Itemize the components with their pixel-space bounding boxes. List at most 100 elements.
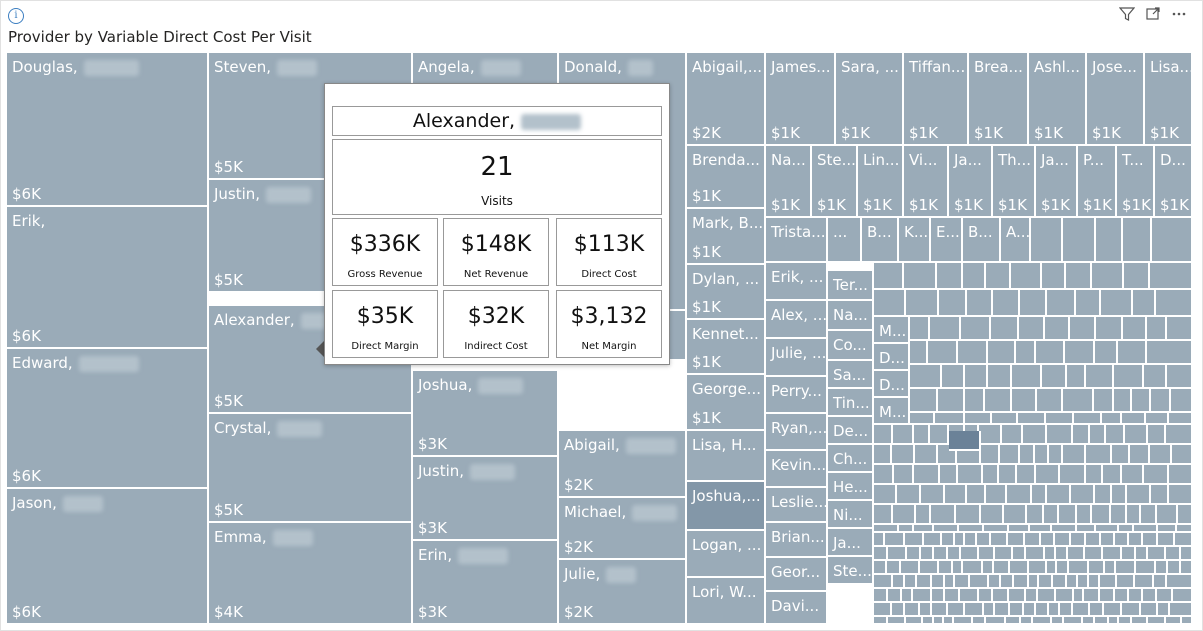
treemap-tile-small[interactable] (1166, 425, 1193, 445)
more-options-icon[interactable] (1170, 6, 1188, 24)
treemap-tile-small[interactable] (874, 533, 885, 547)
treemap-tile-small[interactable] (1092, 505, 1111, 525)
treemap-tile-small[interactable] (931, 505, 956, 525)
treemap-tile-small[interactable] (981, 505, 1004, 525)
treemap-tile-small[interactable] (874, 525, 899, 533)
treemap-tile-small[interactable] (1031, 218, 1063, 263)
treemap-tile-small[interactable] (1090, 425, 1106, 445)
treemap-tile-small[interactable] (983, 561, 994, 575)
treemap-tile-small[interactable] (1023, 425, 1047, 445)
treemap-tile-small[interactable] (1068, 547, 1085, 561)
treemap-tile-small[interactable] (1103, 547, 1122, 561)
info-icon[interactable]: i (8, 8, 24, 24)
treemap-tile-small[interactable] (967, 485, 986, 505)
treemap-tile[interactable]: Lin... $1K (858, 146, 904, 218)
treemap-tile-small[interactable] (1042, 263, 1066, 290)
treemap-tile-small[interactable] (874, 465, 894, 485)
treemap-tile[interactable]: Crystal, $5K (209, 414, 413, 523)
treemap-tile-small[interactable] (934, 547, 948, 561)
treemap-tile-small[interactable] (988, 365, 1012, 389)
treemap-tile-small[interactable] (992, 413, 1018, 425)
treemap-tile-small[interactable] (1177, 525, 1193, 533)
treemap-tile[interactable]: T... $1K (1117, 146, 1155, 218)
treemap-tile-small[interactable] (1171, 389, 1193, 413)
treemap-tile-small[interactable] (1122, 413, 1146, 425)
treemap-tile-small[interactable] (1147, 317, 1167, 341)
treemap-tile[interactable]: Perry... (766, 377, 828, 414)
treemap-tile-small[interactable] (935, 413, 965, 425)
treemap-tile-small[interactable] (963, 561, 983, 575)
treemap-tile[interactable]: Ter... (828, 271, 874, 301)
treemap-tile-small[interactable] (874, 425, 893, 445)
treemap-tile[interactable]: Brea... $1K (969, 53, 1029, 146)
treemap-tile-small[interactable] (1012, 365, 1042, 389)
treemap-tile-small[interactable] (1136, 547, 1148, 561)
treemap-tile-small[interactable] (910, 365, 942, 389)
treemap-tile-small[interactable] (986, 263, 1011, 290)
treemap-tile-small[interactable] (906, 290, 939, 317)
treemap-tile-small[interactable] (993, 589, 1009, 603)
treemap-tile-small[interactable] (1009, 589, 1026, 603)
treemap-tile-small[interactable] (1166, 547, 1181, 561)
treemap-tile-small[interactable] (953, 561, 963, 575)
treemap-tile-small[interactable] (1124, 263, 1150, 290)
treemap-tile-small[interactable] (1004, 505, 1027, 525)
treemap-tile[interactable]: Ja... (828, 529, 874, 557)
treemap-tile-small[interactable] (888, 547, 907, 561)
treemap-tile-small[interactable] (948, 603, 965, 617)
treemap-tile-small[interactable] (1074, 589, 1084, 603)
treemap-tile-small[interactable] (1133, 290, 1156, 317)
treemap-tile[interactable]: Ryan,... (766, 414, 828, 451)
treemap-tile-small[interactable] (995, 547, 1013, 561)
treemap-tile-small[interactable] (1052, 525, 1077, 533)
treemap-tile-small[interactable] (893, 425, 914, 445)
treemap-tile-small[interactable] (965, 389, 985, 413)
treemap-tile-small[interactable] (1002, 425, 1023, 445)
treemap-tile-small[interactable] (1020, 290, 1047, 317)
treemap-tile-small[interactable] (934, 525, 959, 533)
treemap-tile-small[interactable] (1047, 561, 1057, 575)
treemap-tile-small[interactable] (1025, 533, 1041, 547)
treemap-tile-small[interactable] (874, 575, 893, 589)
treemap-tile-small[interactable] (1026, 589, 1038, 603)
treemap-tile-small[interactable] (1115, 589, 1129, 603)
treemap-tile[interactable]: P... $1K (1078, 146, 1117, 218)
treemap-tile-small[interactable] (1064, 617, 1083, 625)
treemap-tile-small[interactable] (1096, 525, 1119, 533)
treemap-tile-small[interactable] (1132, 617, 1148, 625)
treemap-tile-small[interactable] (1105, 561, 1116, 575)
treemap-tile-small[interactable] (1069, 561, 1089, 575)
treemap-tile-small[interactable] (1045, 317, 1070, 341)
treemap-tile-small[interactable] (1059, 505, 1077, 525)
treemap-tile-small[interactable] (940, 465, 958, 485)
treemap-tile-small[interactable] (1119, 617, 1132, 625)
treemap-tile-small[interactable] (914, 425, 930, 445)
treemap-tile-small[interactable] (917, 575, 932, 589)
treemap-tile-small[interactable] (930, 317, 961, 341)
treemap-tile-small[interactable] (910, 389, 938, 413)
treemap-tile-small[interactable] (1060, 603, 1073, 617)
treemap-tile[interactable]: Joshua,... (687, 482, 766, 531)
treemap-tile[interactable]: Dylan, ... $1K (687, 265, 766, 320)
treemap-tile-small[interactable] (1065, 341, 1095, 365)
treemap-tile-small[interactable] (874, 505, 893, 525)
treemap-tile-small[interactable] (1100, 589, 1115, 603)
treemap-tile-small[interactable] (986, 485, 1007, 505)
treemap-tile[interactable]: George... $1K (687, 375, 766, 431)
treemap-tile-small[interactable] (1151, 485, 1169, 505)
treemap-tile-small[interactable] (942, 365, 965, 389)
treemap-tile[interactable]: B... (862, 218, 899, 263)
treemap-tile-small[interactable] (1115, 533, 1129, 547)
treemap-tile[interactable]: Ste... (828, 557, 874, 585)
treemap-tile-small[interactable] (1111, 505, 1127, 525)
treemap-tile-small[interactable] (1141, 603, 1158, 617)
treemap-tile-highlighted[interactable] (949, 431, 981, 451)
treemap-tile[interactable]: Ste... $1K (812, 146, 858, 218)
treemap-tile-small[interactable] (965, 365, 988, 389)
treemap-tile-small[interactable] (1095, 341, 1118, 365)
treemap-tile[interactable]: Na... $1K (766, 146, 812, 218)
treemap-tile-small[interactable] (963, 263, 986, 290)
treemap-tile[interactable]: Co... (828, 331, 874, 361)
treemap-tile-small[interactable] (979, 547, 995, 561)
treemap-tile-small[interactable] (1148, 547, 1166, 561)
